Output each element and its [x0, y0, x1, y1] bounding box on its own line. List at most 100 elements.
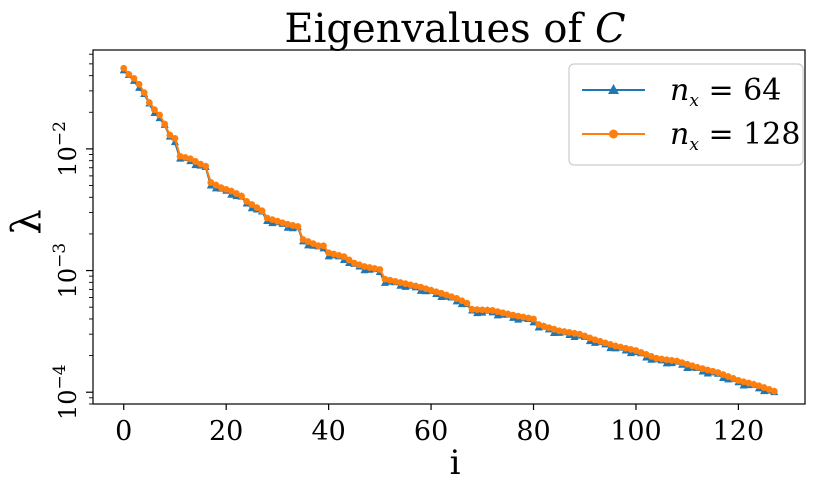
data-point-circle — [519, 313, 527, 321]
data-point-circle — [565, 329, 573, 336]
data-point-circle — [314, 242, 322, 250]
data-point-circle — [161, 120, 169, 128]
legend-marker-triangle — [608, 84, 619, 94]
data-point-circle — [596, 337, 604, 345]
data-point-circle — [453, 295, 461, 302]
data-point-circle — [724, 373, 732, 380]
y-tick-label: 10−2 — [50, 121, 82, 177]
data-point-circle — [197, 160, 204, 168]
data-point-circle — [601, 339, 609, 347]
data-point-circle — [591, 336, 599, 344]
data-point-circle — [514, 312, 522, 320]
data-point-circle — [396, 279, 404, 286]
data-point-circle — [417, 283, 425, 291]
data-point-circle — [448, 293, 455, 301]
data-point-circle — [642, 351, 650, 358]
data-point-circle — [494, 308, 502, 316]
data-point-circle — [524, 314, 532, 322]
data-point-circle — [535, 321, 543, 328]
data-point-circle — [371, 265, 379, 272]
data-point-circle — [576, 330, 584, 338]
data-point-circle — [489, 307, 496, 314]
data-point-circle — [617, 343, 624, 351]
data-point-circle — [279, 219, 286, 227]
data-point-circle — [222, 185, 230, 193]
x-tick-label: 80 — [516, 416, 550, 447]
legend: nx = 64 nx = 128 — [568, 63, 804, 166]
data-point-circle — [227, 187, 235, 195]
data-point-circle — [673, 357, 681, 365]
data-point-circle — [258, 207, 266, 215]
data-point-circle — [284, 220, 292, 228]
data-point-circle — [463, 299, 471, 307]
data-point-circle — [248, 201, 256, 208]
data-point-circle — [586, 334, 594, 342]
data-point-circle — [402, 280, 409, 288]
data-point-circle — [345, 256, 353, 264]
data-point-circle — [755, 382, 763, 390]
data-point-circle — [125, 70, 133, 78]
legend-label-nx64: nx = 64 — [670, 73, 781, 111]
data-point-circle — [120, 64, 128, 72]
data-point-circle — [427, 286, 435, 294]
data-point-circle — [381, 275, 389, 283]
y-tick-label: 10−4 — [50, 364, 82, 420]
y-tick-label: 10−3 — [50, 243, 82, 299]
data-point-circle — [499, 309, 507, 317]
data-point-circle — [663, 356, 671, 364]
data-point-circle — [627, 346, 635, 353]
data-point-circle — [504, 310, 512, 318]
data-point-circle — [340, 253, 348, 261]
data-point-circle — [704, 366, 712, 374]
data-point-circle — [478, 306, 486, 314]
data-point-circle — [335, 251, 343, 259]
data-point-circle — [325, 249, 333, 257]
data-point-circle — [668, 357, 676, 364]
data-point-circle — [192, 158, 199, 165]
data-point-circle — [407, 281, 414, 289]
data-point-circle — [653, 354, 660, 362]
data-point-circle — [647, 352, 655, 360]
data-point-circle — [550, 325, 558, 333]
data-point-circle — [289, 222, 297, 229]
data-point-circle — [612, 342, 619, 350]
x-tick-label: 60 — [414, 416, 448, 447]
data-point-circle — [238, 192, 245, 200]
data-point-circle — [186, 155, 194, 163]
data-point-circle — [581, 332, 589, 340]
data-point-circle — [678, 359, 686, 367]
x-tick-label: 100 — [610, 416, 662, 447]
data-point-circle — [714, 369, 722, 376]
data-point-circle — [729, 375, 737, 382]
data-point-circle — [176, 152, 184, 160]
data-point-circle — [432, 288, 440, 296]
data-point-circle — [530, 315, 537, 323]
data-point-circle — [207, 179, 215, 186]
data-point-circle — [140, 89, 148, 97]
data-point-circle — [745, 379, 753, 387]
x-tick-label: 40 — [311, 416, 345, 447]
legend-marker-circle — [609, 129, 618, 139]
data-point-circle — [130, 74, 138, 82]
data-point-circle — [545, 324, 553, 332]
x-tick-label: 120 — [713, 416, 765, 447]
data-point-circle — [694, 363, 701, 371]
data-point-circle — [740, 378, 747, 386]
data-point-circle — [571, 329, 578, 337]
data-point-circle — [274, 217, 281, 225]
data-point-circle — [443, 291, 450, 299]
data-point-circle — [217, 184, 225, 192]
data-point-circle — [233, 190, 240, 197]
data-point-circle — [622, 344, 630, 352]
series-layer — [119, 64, 779, 396]
plot-frame — [92, 49, 806, 405]
ticks-layer: 0 20 40 60 80 100 120 10−2 10−3 10−4 — [50, 53, 765, 447]
data-point-circle — [688, 362, 696, 370]
data-point-circle — [760, 384, 768, 391]
data-point-circle — [166, 131, 174, 139]
data-point-circle — [135, 80, 143, 88]
data-point-circle — [632, 347, 640, 354]
data-point-circle — [366, 264, 374, 271]
data-point-circle — [765, 385, 773, 393]
